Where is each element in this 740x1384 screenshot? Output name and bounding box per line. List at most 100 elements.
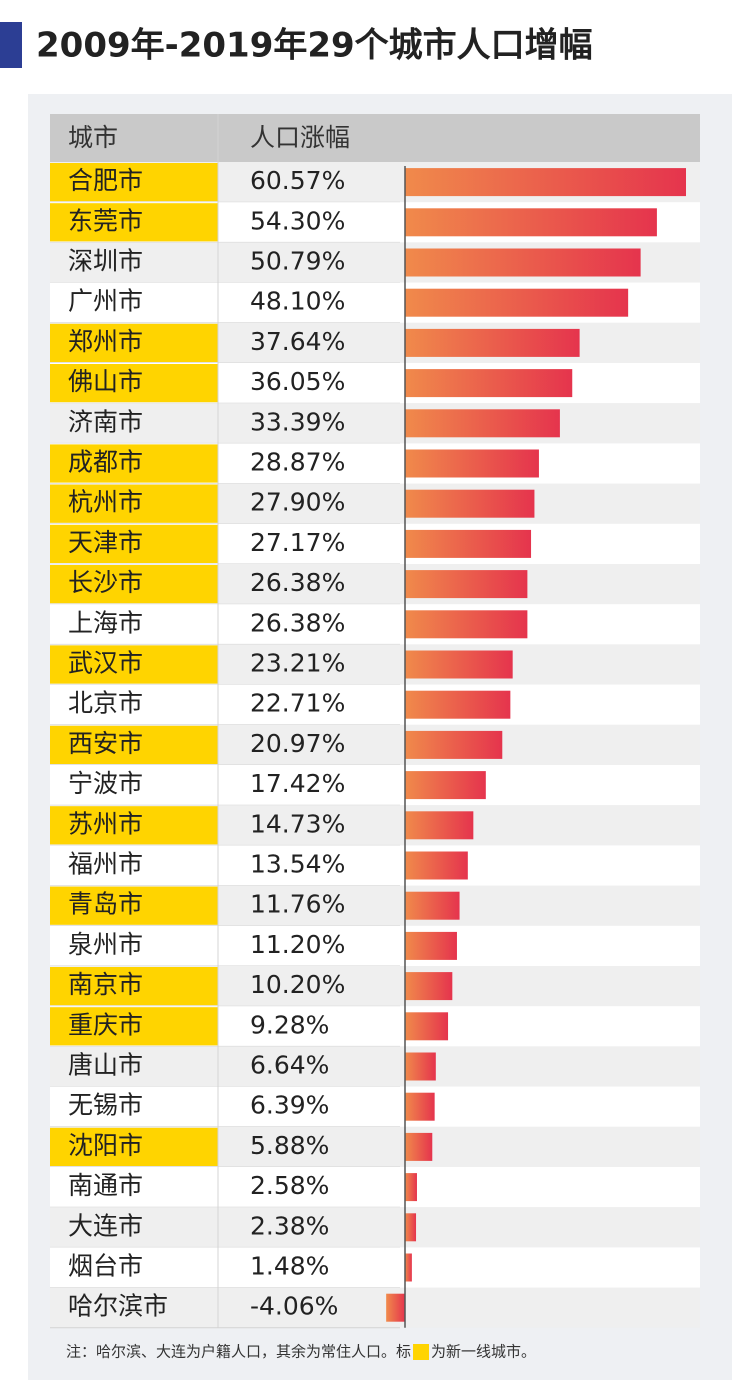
value-label: 36.05% bbox=[250, 367, 345, 396]
value-label: 9.28% bbox=[250, 1010, 329, 1039]
value-label: 33.39% bbox=[250, 407, 345, 436]
highlight-cell bbox=[50, 444, 218, 483]
value-label: 50.79% bbox=[250, 247, 345, 276]
chart-title: 2009年-2019年29个城市人口增幅 bbox=[36, 26, 593, 66]
value-label: 1.48% bbox=[250, 1252, 329, 1281]
city-label: 沈阳市 bbox=[68, 1131, 143, 1160]
city-label: 杭州市 bbox=[68, 488, 143, 517]
note: 注：哈尔滨、大连为户籍人口，其余为常住人口。标 bbox=[66, 1343, 411, 1361]
value-label: 5.88% bbox=[250, 1131, 329, 1160]
city-label: 西安市 bbox=[68, 729, 143, 758]
highlight-cell bbox=[50, 565, 218, 604]
bar bbox=[405, 449, 539, 478]
row-background bbox=[50, 1167, 700, 1208]
bar bbox=[405, 931, 457, 960]
bar bbox=[405, 1012, 449, 1041]
city-label: 重庆市 bbox=[68, 1010, 143, 1039]
highlight-cell bbox=[50, 163, 218, 202]
bar bbox=[405, 1213, 417, 1242]
bar bbox=[405, 1092, 435, 1121]
city-label: 宁波市 bbox=[68, 769, 143, 798]
row-background bbox=[50, 403, 700, 444]
city-label: 唐山市 bbox=[68, 1051, 143, 1080]
highlight-cell bbox=[50, 203, 218, 242]
highlight-cell bbox=[50, 524, 218, 563]
bar bbox=[405, 570, 528, 599]
city-label: 苏州市 bbox=[68, 809, 143, 838]
value-label: 6.64% bbox=[250, 1051, 329, 1080]
bar bbox=[405, 288, 629, 317]
bar bbox=[405, 489, 535, 518]
bar bbox=[405, 248, 641, 277]
row-background bbox=[50, 925, 700, 966]
city-label: 佛山市 bbox=[68, 367, 143, 396]
row-background bbox=[50, 1287, 700, 1328]
value-label: 23.21% bbox=[250, 649, 345, 678]
row-background bbox=[50, 1207, 700, 1248]
row-background bbox=[50, 765, 700, 806]
bar bbox=[405, 1132, 433, 1161]
bar bbox=[405, 1052, 436, 1081]
value-label: 28.87% bbox=[250, 448, 345, 477]
highlight-cell bbox=[50, 1127, 218, 1166]
bar bbox=[405, 409, 560, 438]
bar bbox=[405, 1253, 412, 1282]
highlight-cell bbox=[50, 1007, 218, 1046]
value-label: 11.20% bbox=[250, 930, 345, 959]
bar bbox=[405, 610, 528, 639]
row-background bbox=[50, 845, 700, 886]
value-label: 2.38% bbox=[250, 1211, 329, 1240]
value-label: 10.20% bbox=[250, 970, 345, 999]
bar bbox=[405, 771, 486, 800]
table-header bbox=[50, 114, 700, 162]
city-label: 无锡市 bbox=[68, 1091, 143, 1120]
row-background bbox=[50, 684, 700, 725]
value-label: 27.17% bbox=[250, 528, 345, 557]
city-label: 青岛市 bbox=[68, 890, 143, 919]
highlight-cell bbox=[50, 364, 218, 403]
row-background bbox=[50, 604, 700, 645]
city-label: 大连市 bbox=[68, 1211, 143, 1240]
bar bbox=[405, 529, 532, 558]
bar bbox=[405, 811, 474, 840]
row-background bbox=[50, 1046, 700, 1087]
row-background bbox=[50, 1247, 700, 1288]
value-label: 13.54% bbox=[250, 850, 345, 879]
city-label: 武汉市 bbox=[68, 649, 143, 678]
city-label: 成都市 bbox=[68, 448, 143, 477]
column-header: 人口涨幅 bbox=[250, 123, 350, 152]
bar bbox=[405, 650, 513, 679]
bar bbox=[405, 891, 460, 920]
city-label: 合肥市 bbox=[68, 166, 143, 195]
city-label: 郑州市 bbox=[68, 327, 143, 356]
bar bbox=[405, 690, 511, 719]
city-label: 哈尔滨市 bbox=[68, 1292, 168, 1321]
city-label: 南京市 bbox=[68, 970, 143, 999]
value-label: 17.42% bbox=[250, 769, 345, 798]
value-label: 20.97% bbox=[250, 729, 345, 758]
city-label: 广州市 bbox=[68, 287, 143, 316]
city-label: 烟台市 bbox=[68, 1252, 143, 1281]
highlight-cell bbox=[50, 806, 218, 845]
value-label: 48.10% bbox=[250, 287, 345, 316]
value-label: 26.38% bbox=[250, 568, 345, 597]
value-label: 37.64% bbox=[250, 327, 345, 356]
highlight-cell bbox=[50, 725, 218, 764]
value-label: 22.71% bbox=[250, 689, 345, 718]
highlight-cell bbox=[50, 886, 218, 925]
bar bbox=[405, 208, 657, 237]
city-label: 上海市 bbox=[68, 608, 143, 637]
value-label: 60.57% bbox=[250, 166, 345, 195]
legend-swatch bbox=[413, 1344, 430, 1360]
column-header: 城市 bbox=[68, 123, 118, 152]
city-label: 北京市 bbox=[68, 689, 143, 718]
value-label: 26.38% bbox=[250, 608, 345, 637]
highlight-cell bbox=[50, 484, 218, 523]
value-label: 14.73% bbox=[250, 809, 345, 838]
bar bbox=[405, 851, 468, 880]
value-label: 54.30% bbox=[250, 206, 345, 235]
value-label: 2.58% bbox=[250, 1171, 329, 1200]
value-label: 27.90% bbox=[250, 488, 345, 517]
